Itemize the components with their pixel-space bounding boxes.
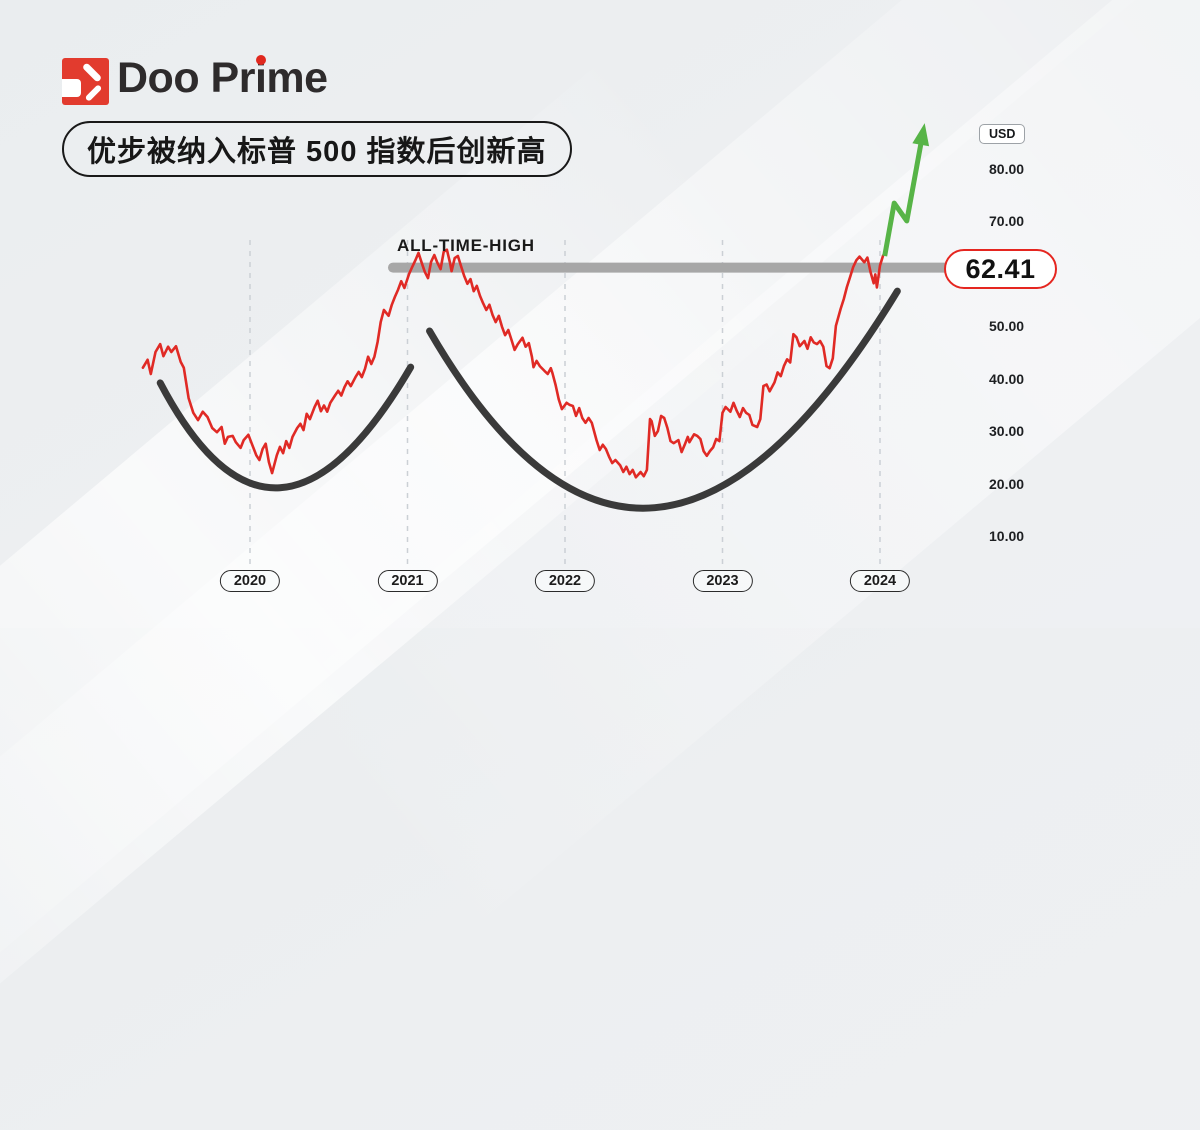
cup-arc-2 bbox=[426, 287, 901, 512]
year-pill-2024: 2024 bbox=[849, 570, 911, 592]
y-tick-80.00: 80.00 bbox=[989, 161, 1025, 177]
year-pill-2023: 2023 bbox=[692, 570, 753, 592]
year-pill-2021: 2021 bbox=[377, 570, 438, 592]
y-tick-40.00: 40.00 bbox=[989, 370, 1025, 387]
y-tick-70.00: 70.00 bbox=[989, 213, 1025, 230]
doo-prime-logo-icon bbox=[62, 58, 109, 105]
currency-unit-badge: USD bbox=[979, 124, 1026, 144]
year-pill-2020: 2020 bbox=[219, 570, 281, 592]
ath-price-pill: 62.41 bbox=[944, 249, 1057, 289]
headline-pill: 优步被纳入标普 500 指数后创新高 bbox=[62, 121, 572, 177]
price-line bbox=[141, 248, 885, 479]
y-tick-50.00: 50.00 bbox=[989, 318, 1025, 335]
brand-wordmark: Doo Prime bbox=[117, 54, 328, 103]
cup-arc-1 bbox=[156, 363, 415, 492]
breakout-arrow-head bbox=[912, 123, 930, 147]
y-tick-30.00: 30.00 bbox=[989, 423, 1025, 440]
price-chart-svg bbox=[141, 123, 950, 566]
logo-notch bbox=[62, 79, 81, 97]
brand-i-red-dot: i bbox=[254, 54, 267, 102]
infographic-canvas: Doo Prime 优步被纳入标普 500 指数后创新高 ALL-TIME-HI… bbox=[0, 0, 1200, 628]
all-time-high-label: ALL-TIME-HIGH bbox=[397, 236, 535, 255]
year-pill-2022: 2022 bbox=[534, 570, 596, 592]
brand-text: me bbox=[266, 54, 328, 102]
headline-text: 优步被纳入标普 500 指数后创新高 bbox=[87, 136, 547, 168]
y-tick-20.00: 20.00 bbox=[989, 475, 1025, 492]
y-tick-10.00: 10.00 bbox=[989, 528, 1025, 544]
brand-text: Doo Pr bbox=[117, 54, 255, 102]
breakout-arrow-line bbox=[882, 134, 925, 257]
